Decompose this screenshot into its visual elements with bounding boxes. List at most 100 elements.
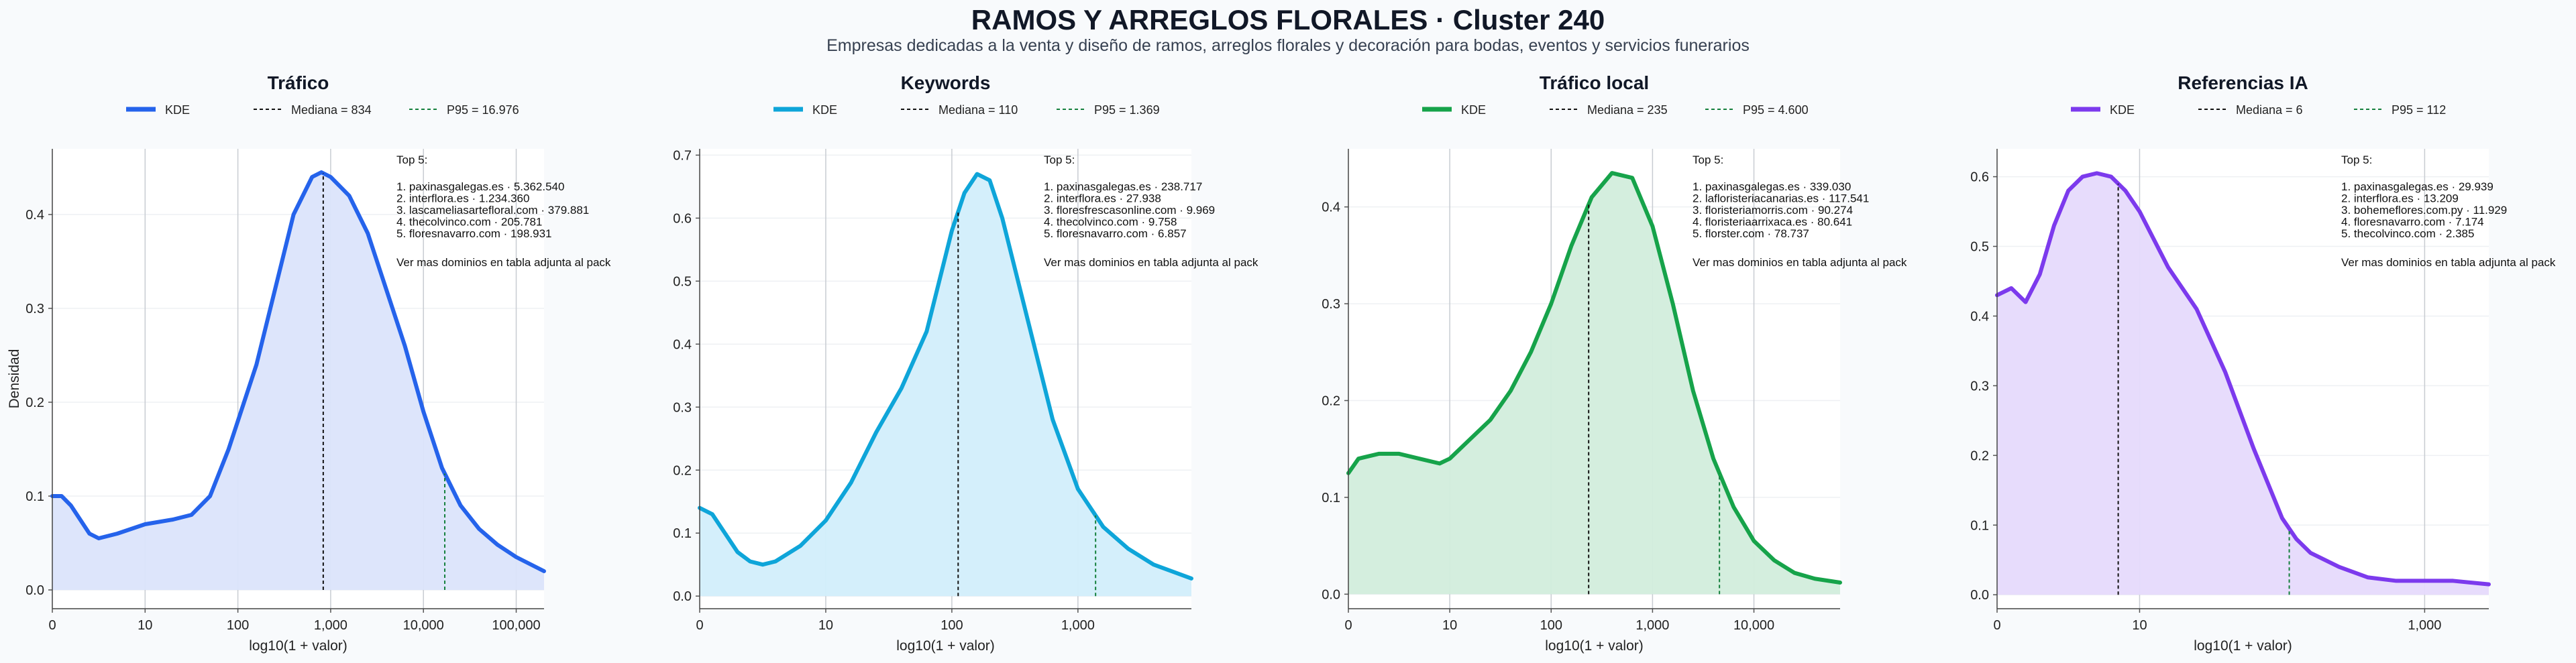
chart-3-xtick-label: 1,000 (1635, 618, 1669, 633)
chart-1-legend-median: Mediana = 834 (291, 103, 372, 117)
chart-2-ytick-label: 0.4 (673, 337, 692, 352)
chart-4-legend-median: Mediana = 6 (2236, 103, 2303, 117)
chart-3-ytick-label: 0.1 (1322, 491, 1340, 505)
chart-2-legend-kde: KDE (812, 103, 837, 117)
chart-3-xtick-label: 100 (1540, 618, 1562, 633)
chart-4-ytick-label: 0.6 (1970, 170, 1989, 185)
chart-1-ytick-label: 0.3 (25, 302, 44, 316)
chart-3-legend-median: Mediana = 235 (1587, 103, 1668, 117)
chart-3-ytick-label: 0.0 (1322, 587, 1340, 602)
chart-2-top-item: 2. interflora.es · 27.938 (1044, 192, 1161, 205)
chart-4-top-item: 4. floresnavarro.com · 7.174 (2341, 216, 2484, 229)
chart-2-ytick-label: 0.2 (673, 463, 692, 478)
chart-2-xlabel: log10(1 + valor) (896, 638, 995, 654)
chart-2-ytick-label: 0.1 (673, 526, 692, 541)
chart-4-kde-line (1995, 171, 2491, 587)
chart-2-top-item: 4. thecolvinco.com · 9.758 (1044, 216, 1177, 229)
chart-3-top-item: 5. florster.com · 78.737 (1693, 227, 1809, 240)
chart-2-top-title: Top 5: (1044, 154, 1075, 166)
chart-3-legend-p95: P95 = 4.600 (1743, 103, 1809, 117)
chart-1-top-title: Top 5: (396, 154, 427, 166)
chart-3-ytick-label: 0.4 (1322, 200, 1340, 215)
chart-4-ytick-label: 0.3 (1970, 379, 1989, 394)
chart-4-kde-area (1997, 173, 2489, 595)
chart-4-xtick-label: 1,000 (2408, 618, 2441, 633)
chart-4-ytick-label: 0.4 (1970, 309, 1989, 324)
chart-2-kde-area (700, 174, 1191, 597)
chart-2-note: Ver mas dominios en tabla adjunta al pac… (1044, 256, 1258, 269)
chart-4-ytick-label: 0.5 (1970, 240, 1989, 255)
chart-1-xtick-label: 100,000 (492, 618, 540, 633)
chart-2-ytick-label: 0.6 (673, 211, 692, 226)
chart-1-ylabel: Densidad (7, 349, 22, 409)
chart-3-ytick-label: 0.2 (1322, 394, 1340, 408)
chart-2-ytick-label: 0.3 (673, 400, 692, 415)
chart-1-kde-area (52, 172, 544, 590)
chart-2-top-item: 5. floresnavarro.com · 6.857 (1044, 227, 1187, 240)
chart-1-top-item: 5. floresnavarro.com · 198.931 (396, 227, 552, 240)
chart-1-ytick-label: 0.1 (25, 489, 44, 504)
chart-1-kde-line (50, 170, 546, 573)
chart-1-top-item: 3. lascameliasarteﬂoral.com · 379.881 (396, 204, 589, 217)
chart-3-xlabel: log10(1 + valor) (1545, 638, 1644, 654)
chart-1-top-item: 4. thecolvinco.com · 205.781 (396, 216, 542, 229)
chart-1-xlabel: log10(1 + valor) (249, 638, 347, 654)
chart-2-xtick-label: 100 (941, 618, 963, 633)
chart-4-note: Ver mas dominios en tabla adjunta al pac… (2341, 256, 2556, 269)
chart-4-xtick-label: 0 (1993, 618, 2000, 633)
chart-4-ytick-label: 0.2 (1970, 448, 1989, 463)
chart-2-ytick-label: 0.7 (673, 148, 692, 163)
chart-2-ytick-label: 0.0 (673, 589, 692, 604)
chart-1-title: Tráfico (268, 72, 329, 93)
chart-1-legend-p95: P95 = 16.976 (447, 103, 519, 117)
chart-1-ytick-label: 0.0 (25, 583, 44, 598)
chart-3-kde-area (1348, 173, 1840, 595)
chart-4-top-item: 1. paxinasgalegas.es · 29.939 (2341, 180, 2493, 193)
chart-1-legend-kde: KDE (165, 103, 190, 117)
chart-4-ytick-label: 0.1 (1970, 518, 1989, 533)
chart-1-ytick-label: 0.2 (25, 396, 44, 410)
chart-3-top-item: 1. paxinasgalegas.es · 339.030 (1693, 180, 1851, 193)
page-title: RAMOS Y ARREGLOS FLORALES · Cluster 240 (971, 4, 1605, 36)
chart-4-top-item: 5. thecolvinco.com · 2.385 (2341, 227, 2474, 240)
chart-1-xtick-label: 1,000 (314, 618, 347, 633)
chart-1-top-item: 2. interflora.es · 1.234.360 (396, 192, 529, 205)
chart-2-xtick-label: 10 (818, 618, 833, 633)
chart-4-top-title: Top 5: (2341, 154, 2372, 166)
chart-1-xtick-label: 0 (48, 618, 56, 633)
chart-2-top-item: 1. paxinasgalegas.es · 238.717 (1044, 180, 1202, 193)
chart-2-legend-median: Mediana = 110 (938, 103, 1018, 117)
chart-3-top-item: 3. floristeriamorris.com · 90.274 (1693, 204, 1853, 217)
chart-3-top-title: Top 5: (1693, 154, 1723, 166)
chart-1-xtick-label: 10 (138, 618, 152, 633)
page-subtitle: Empresas dedicadas a la venta y diseño d… (826, 36, 1750, 55)
chart-4-ytick-label: 0.0 (1970, 588, 1989, 603)
chart-2-legend-p95: P95 = 1.369 (1094, 103, 1160, 117)
chart-2-kde-line (698, 172, 1193, 581)
chart-4-xtick-label: 10 (2132, 618, 2147, 633)
chart-3-top-item: 2. lafloristeriacanarias.es · 117.541 (1693, 192, 1869, 205)
chart-3-legend-kde: KDE (1461, 103, 1486, 117)
chart-2-xtick-label: 1,000 (1061, 618, 1095, 633)
chart-4-legend-kde: KDE (2110, 103, 2135, 117)
chart-3-note: Ver mas dominios en tabla adjunta al pac… (1693, 256, 1907, 269)
chart-3-xtick-label: 10 (1442, 618, 1457, 633)
chart-3-kde-line (1346, 171, 1842, 585)
chart-1-top-item: 1. paxinasgalegas.es · 5.362.540 (396, 180, 564, 193)
chart-1-xtick-label: 100 (227, 618, 249, 633)
chart-4-title: Referencias IA (2178, 72, 2308, 93)
chart-4-legend-p95: P95 = 112 (2392, 103, 2446, 117)
chart-4-top-item: 3. bohemeflores.com.py · 11.929 (2341, 204, 2507, 217)
chart-2-title: Keywords (901, 72, 991, 93)
chart-2-ytick-label: 0.5 (673, 274, 692, 289)
chart-1-xtick-label: 10,000 (403, 618, 444, 633)
chart-2-top-item: 3. floresfrescasonline.com · 9.969 (1044, 204, 1215, 217)
chart-1-ytick-label: 0.4 (25, 208, 44, 223)
chart-4-top-item: 2. interflora.es · 13.209 (2341, 192, 2459, 205)
chart-3-ytick-label: 0.3 (1322, 297, 1340, 312)
chart-2-xtick-label: 0 (696, 618, 703, 633)
chart-3-top-item: 4. floristeriaarrixaca.es · 80.641 (1693, 216, 1852, 229)
chart-4-xlabel: log10(1 + valor) (2194, 638, 2292, 654)
